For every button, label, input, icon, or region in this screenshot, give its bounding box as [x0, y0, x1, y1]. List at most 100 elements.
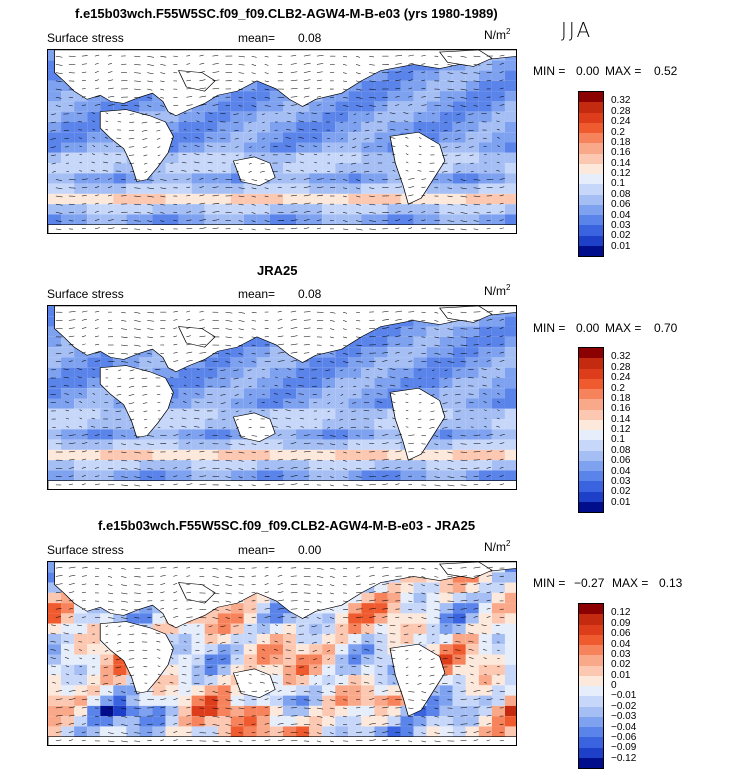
colorbar-tick-label: −0.03	[611, 711, 637, 723]
colorbar-tick-label: 0.03	[611, 475, 631, 487]
colorbar-tick-label: 0.12	[611, 607, 631, 619]
colorbar-tick-label: 0	[611, 680, 617, 691]
colorbar-swatch	[579, 706, 603, 717]
panel-1-max-label: MAX =	[605, 64, 642, 78]
colorbar-swatch	[579, 378, 603, 389]
panel-1-min-value: 0.00	[576, 64, 600, 78]
colorbar-swatch	[579, 604, 603, 615]
panel-1-max-value: 0.52	[654, 64, 678, 78]
colorbar-swatch	[579, 235, 603, 246]
panel-3-colorbar	[578, 603, 604, 769]
colorbar-tick-label: 0.12	[611, 424, 631, 435]
colorbar-tick-label: 0.2	[611, 382, 625, 394]
colorbar-tick-label: 0.04	[611, 465, 631, 477]
panel-3-title: f.e15b03wch.F55W5SC.f09_f09.CLB2-AGW4-M-…	[98, 518, 476, 533]
colorbar-swatch	[579, 634, 603, 645]
colorbar-swatch	[579, 481, 603, 492]
colorbar-tick-label: 0.1	[611, 178, 625, 190]
colorbar-tick-label: 0.06	[611, 455, 631, 467]
panel-3-units: N/m2	[484, 539, 511, 554]
colorbar-tick-label: 0.18	[611, 392, 631, 404]
panel-3-mean-label: mean=	[238, 543, 276, 557]
panel-2-units: N/m2	[484, 283, 511, 298]
colorbar-tick-label: 0.16	[611, 147, 631, 159]
colorbar-swatch	[579, 737, 603, 748]
colorbar-tick-label: 0.04	[611, 638, 631, 650]
panel-3-map	[47, 561, 517, 746]
colorbar-tick-label: 0.28	[611, 361, 631, 373]
colorbar-swatch	[579, 675, 603, 686]
panel-2-min-label: MIN =	[533, 321, 566, 335]
colorbar-swatch	[579, 184, 603, 195]
colorbar-swatch	[579, 368, 603, 379]
colorbar-swatch	[579, 163, 603, 174]
colorbar-tick-label: 0.18	[611, 136, 631, 148]
colorbar-tick-label: 0.32	[611, 351, 631, 363]
panel-3-max-value: 0.13	[659, 576, 683, 590]
colorbar-tick-label: 0.08	[611, 188, 631, 200]
panel-1-mean-value: 0.08	[298, 31, 322, 45]
panel-2-mean-value: 0.08	[298, 287, 322, 301]
colorbar-tick-label: 0.08	[611, 444, 631, 456]
colorbar-swatch	[579, 645, 603, 656]
colorbar-swatch	[579, 757, 603, 768]
colorbar-swatch	[579, 501, 603, 512]
season-label: JJA	[561, 18, 593, 42]
colorbar-tick-label: 0.28	[611, 105, 631, 117]
colorbar-tick-label: 0.01	[611, 669, 631, 681]
colorbar-swatch	[579, 409, 603, 420]
colorbar-swatch	[579, 204, 603, 215]
colorbar-tick-label: 0.09	[611, 617, 631, 629]
colorbar-swatch	[579, 655, 603, 666]
colorbar-tick-label: 0.12	[611, 168, 631, 179]
colorbar-swatch	[579, 174, 603, 185]
colorbar-swatch	[579, 112, 603, 123]
colorbar-tick-label: −0.06	[611, 731, 637, 743]
colorbar-swatch	[579, 348, 603, 359]
colorbar-swatch	[579, 399, 603, 410]
panel-3-variable: Surface stress	[47, 543, 124, 557]
colorbar-swatch	[579, 92, 603, 103]
colorbar-swatch	[579, 245, 603, 256]
colorbar-tick-label: 0.03	[611, 219, 631, 231]
colorbar-swatch	[579, 102, 603, 113]
panel-3-max-label: MAX =	[612, 576, 649, 590]
colorbar-swatch	[579, 440, 603, 451]
panel-1-min-label: MIN =	[533, 64, 566, 78]
colorbar-tick-label: −0.04	[611, 721, 637, 733]
colorbar-tick-label: −0.09	[611, 742, 637, 754]
panel-3-mean-value: 0.00	[298, 543, 322, 557]
panel-1-title: f.e15b03wch.F55W5SC.f09_f09.CLB2-AGW4-M-…	[75, 6, 498, 21]
colorbar-swatch	[579, 389, 603, 400]
panel-2-title: JRA25	[257, 263, 298, 278]
colorbar-tick-label: 0.16	[611, 403, 631, 415]
colorbar-swatch	[579, 430, 603, 441]
panel-1-colorbar	[578, 91, 604, 257]
colorbar-tick-label: 0.24	[611, 116, 631, 128]
colorbar-swatch	[579, 696, 603, 707]
panel-2-variable: Surface stress	[47, 287, 124, 301]
colorbar-tick-label: 0.14	[611, 413, 631, 425]
colorbar-tick-label: 0.02	[611, 230, 631, 242]
panel-2-colorbar	[578, 347, 604, 513]
colorbar-swatch	[579, 419, 603, 430]
panel-2-mean-label: mean=	[238, 287, 276, 301]
colorbar-swatch	[579, 143, 603, 154]
colorbar-swatch	[579, 215, 603, 226]
colorbar-swatch	[579, 624, 603, 635]
panel-2-max-label: MAX =	[605, 321, 642, 335]
colorbar-swatch	[579, 358, 603, 369]
colorbar-swatch	[579, 122, 603, 133]
panel-2-max-value: 0.70	[654, 321, 678, 335]
colorbar-swatch	[579, 716, 603, 727]
colorbar-swatch	[579, 153, 603, 164]
panel-1-units: N/m2	[484, 27, 511, 42]
colorbar-swatch	[579, 686, 603, 697]
colorbar-swatch	[579, 450, 603, 461]
colorbar-tick-label: −0.12	[611, 752, 637, 764]
colorbar-tick-label: 0.06	[611, 628, 631, 640]
colorbar-swatch	[579, 614, 603, 625]
panel-1-variable: Surface stress	[47, 31, 124, 45]
colorbar-swatch	[579, 747, 603, 758]
colorbar-swatch	[579, 491, 603, 502]
